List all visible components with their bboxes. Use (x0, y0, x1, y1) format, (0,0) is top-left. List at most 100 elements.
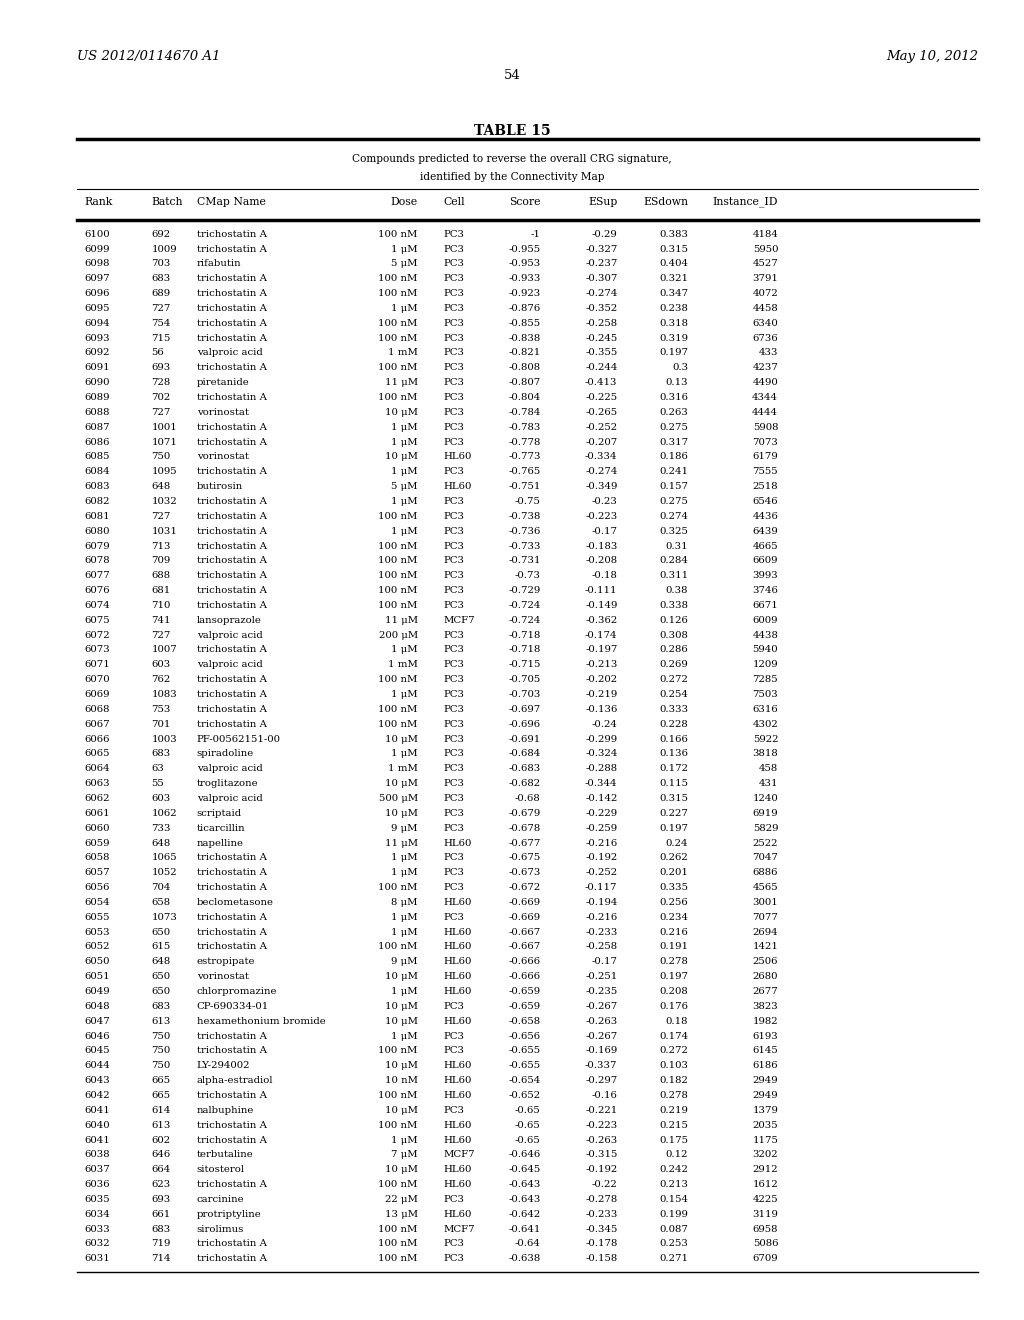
Text: 6069: 6069 (84, 690, 110, 700)
Text: 1 μM: 1 μM (391, 854, 418, 862)
Text: 10 μM: 10 μM (385, 408, 418, 417)
Text: 683: 683 (152, 1225, 171, 1234)
Text: 0.197: 0.197 (659, 348, 688, 358)
Text: 10 μM: 10 μM (385, 1061, 418, 1071)
Text: 11 μM: 11 μM (385, 615, 418, 624)
Text: 6041: 6041 (84, 1135, 110, 1144)
Text: -0.344: -0.344 (585, 779, 617, 788)
Text: -0.808: -0.808 (509, 363, 541, 372)
Text: 0.315: 0.315 (659, 795, 688, 803)
Text: 6340: 6340 (753, 319, 778, 327)
Text: 6097: 6097 (84, 275, 110, 284)
Text: trichostatin A: trichostatin A (197, 319, 266, 327)
Text: -0.679: -0.679 (509, 809, 541, 818)
Text: 6045: 6045 (84, 1047, 110, 1056)
Text: 0.213: 0.213 (659, 1180, 688, 1189)
Text: 0.103: 0.103 (659, 1061, 688, 1071)
Text: 100 nM: 100 nM (379, 883, 418, 892)
Text: 9 μM: 9 μM (391, 957, 418, 966)
Text: PC3: PC3 (443, 512, 465, 521)
Text: 0.197: 0.197 (659, 824, 688, 833)
Text: trichostatin A: trichostatin A (197, 512, 266, 521)
Text: terbutaline: terbutaline (197, 1151, 253, 1159)
Text: -0.659: -0.659 (509, 1002, 541, 1011)
Text: 22 μM: 22 μM (385, 1195, 418, 1204)
Text: HL60: HL60 (443, 1076, 472, 1085)
Text: 0.166: 0.166 (659, 734, 688, 743)
Text: 1379: 1379 (753, 1106, 778, 1115)
Text: 6044: 6044 (84, 1061, 110, 1071)
Text: -0.953: -0.953 (509, 260, 541, 268)
Text: 603: 603 (152, 795, 171, 803)
Text: 6091: 6091 (84, 363, 110, 372)
Text: 0.333: 0.333 (659, 705, 688, 714)
Text: -0.278: -0.278 (586, 1195, 617, 1204)
Text: 10 μM: 10 μM (385, 1016, 418, 1026)
Text: -0.18: -0.18 (592, 572, 617, 581)
Text: rifabutin: rifabutin (197, 260, 242, 268)
Text: 6053: 6053 (84, 928, 110, 937)
Text: -0.838: -0.838 (509, 334, 541, 343)
Text: 658: 658 (152, 898, 171, 907)
Text: -0.65: -0.65 (515, 1121, 541, 1130)
Text: 6072: 6072 (84, 631, 110, 640)
Text: -0.643: -0.643 (508, 1180, 541, 1189)
Text: 100 nM: 100 nM (379, 334, 418, 343)
Text: 6073: 6073 (84, 645, 110, 655)
Text: -0.324: -0.324 (585, 750, 617, 759)
Text: 6040: 6040 (84, 1121, 110, 1130)
Text: 1052: 1052 (152, 869, 177, 878)
Text: 6042: 6042 (84, 1090, 110, 1100)
Text: -0.697: -0.697 (509, 705, 541, 714)
Text: valproic acid: valproic acid (197, 764, 262, 774)
Text: 0.286: 0.286 (659, 645, 688, 655)
Text: vorinostat: vorinostat (197, 453, 249, 462)
Text: -0.197: -0.197 (585, 645, 617, 655)
Text: -0.643: -0.643 (508, 1195, 541, 1204)
Text: 6058: 6058 (84, 854, 110, 862)
Text: 10 μM: 10 μM (385, 1166, 418, 1175)
Text: -0.233: -0.233 (585, 928, 617, 937)
Text: -0.219: -0.219 (586, 690, 617, 700)
Text: 6085: 6085 (84, 453, 110, 462)
Text: 1421: 1421 (753, 942, 778, 952)
Text: 6093: 6093 (84, 334, 110, 343)
Text: PC3: PC3 (443, 1106, 465, 1115)
Text: 728: 728 (152, 378, 171, 387)
Text: carcinine: carcinine (197, 1195, 245, 1204)
Text: 6070: 6070 (84, 676, 110, 684)
Text: 4225: 4225 (753, 1195, 778, 1204)
Text: 6032: 6032 (84, 1239, 110, 1249)
Text: -0.24: -0.24 (592, 719, 617, 729)
Text: 0.216: 0.216 (659, 928, 688, 937)
Text: -0.718: -0.718 (508, 645, 541, 655)
Text: -0.208: -0.208 (586, 557, 617, 565)
Text: 2912: 2912 (753, 1166, 778, 1175)
Text: trichostatin A: trichostatin A (197, 1090, 266, 1100)
Text: 1 mM: 1 mM (388, 348, 418, 358)
Text: 688: 688 (152, 572, 171, 581)
Text: -0.288: -0.288 (586, 764, 617, 774)
Text: -0.659: -0.659 (509, 987, 541, 997)
Text: 6316: 6316 (753, 705, 778, 714)
Text: -0.244: -0.244 (585, 363, 617, 372)
Text: -0.804: -0.804 (509, 393, 541, 403)
Text: -0.655: -0.655 (509, 1047, 541, 1056)
Text: PC3: PC3 (443, 601, 465, 610)
Text: trichostatin A: trichostatin A (197, 1121, 266, 1130)
Text: HL60: HL60 (443, 928, 472, 937)
Text: 6061: 6061 (84, 809, 110, 818)
Text: -0.751: -0.751 (508, 482, 541, 491)
Text: 623: 623 (152, 1180, 171, 1189)
Text: 5950: 5950 (753, 244, 778, 253)
Text: 10 μM: 10 μM (385, 1106, 418, 1115)
Text: 6079: 6079 (84, 541, 110, 550)
Text: ticarcillin: ticarcillin (197, 824, 245, 833)
Text: 1065: 1065 (152, 854, 177, 862)
Text: vorinostat: vorinostat (197, 972, 249, 981)
Text: -0.29: -0.29 (592, 230, 617, 239)
Text: 0.278: 0.278 (659, 1090, 688, 1100)
Text: 753: 753 (152, 705, 171, 714)
Text: trichostatin A: trichostatin A (197, 422, 266, 432)
Text: 100 nM: 100 nM (379, 601, 418, 610)
